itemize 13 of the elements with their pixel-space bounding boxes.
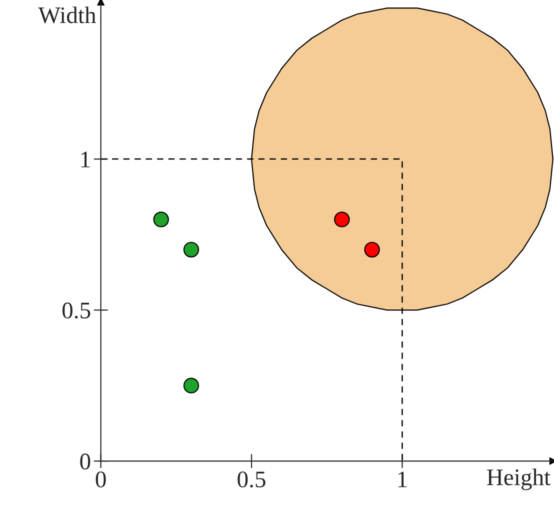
y-tick-label: 0.5 xyxy=(62,302,90,319)
y-tick-label: 0 xyxy=(80,454,90,470)
point xyxy=(183,378,200,394)
point xyxy=(334,212,350,228)
x-tick-label: 1 xyxy=(398,472,407,488)
point xyxy=(364,242,380,258)
point xyxy=(183,242,200,258)
point xyxy=(153,212,169,228)
y-tick-label: 1 xyxy=(81,152,90,168)
x-tick-label: 0 xyxy=(96,471,106,488)
x-tick-label: 0.5 xyxy=(238,471,266,488)
x-axis-title: Height xyxy=(487,468,550,490)
y-axis-title: Width xyxy=(38,6,96,24)
